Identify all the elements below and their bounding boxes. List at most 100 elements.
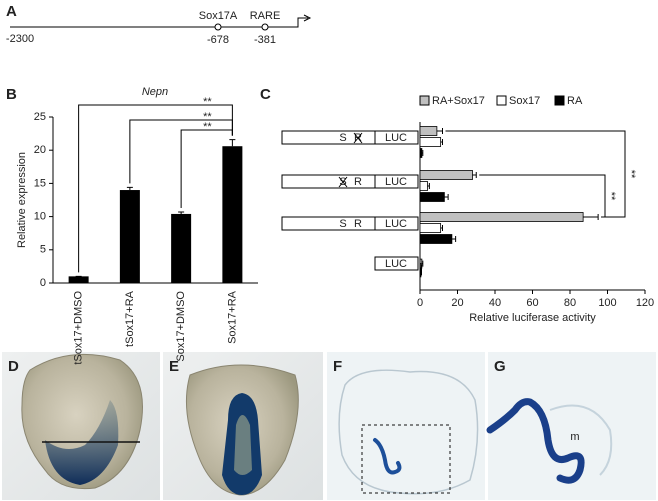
error-bar xyxy=(126,186,133,191)
bar xyxy=(68,276,89,283)
significance-label: ** xyxy=(203,111,212,123)
annotation: m xyxy=(570,431,579,443)
panel-label: F xyxy=(333,358,342,375)
site-label: RARE xyxy=(250,10,281,22)
luc-box xyxy=(374,216,419,231)
x-tick-label: 60 xyxy=(526,297,538,309)
panel-label: E xyxy=(169,358,179,375)
significance-label: ** xyxy=(625,170,637,179)
bar xyxy=(419,267,422,278)
panel-label: B xyxy=(6,86,17,103)
panel-label: D xyxy=(8,358,19,375)
error-bar xyxy=(440,139,443,145)
bar xyxy=(419,126,438,136)
staining-center xyxy=(234,415,252,475)
site xyxy=(214,23,222,31)
y-tick-label: 0 xyxy=(40,277,46,289)
chart-title: Nepn xyxy=(142,86,168,98)
significance-bracket xyxy=(445,130,626,218)
x-tick-label: tSox17+RA xyxy=(124,290,136,347)
construct-part: R xyxy=(354,218,362,230)
bar xyxy=(419,192,445,202)
x-tick-label: 120 xyxy=(636,297,654,309)
legend-label: Sox17 xyxy=(509,95,540,107)
panel-label: C xyxy=(260,86,271,103)
significance-label: ** xyxy=(203,96,212,108)
y-tick-label: 20 xyxy=(34,144,46,156)
promoter-line xyxy=(10,17,308,28)
bar xyxy=(222,146,243,283)
significance-bracket xyxy=(479,174,606,218)
error-bar xyxy=(444,194,449,200)
construct-part: LUC xyxy=(385,132,407,144)
y-tick-label: 15 xyxy=(34,177,46,189)
legend-label: RA xyxy=(567,95,583,107)
error-bar xyxy=(472,172,477,178)
luc-box xyxy=(374,174,419,189)
y-tick-label: 25 xyxy=(34,111,46,123)
construct-part: S xyxy=(339,218,346,230)
error-bar xyxy=(427,183,430,189)
x-tick-label: tSox17+DMSO xyxy=(73,291,85,365)
luc-box xyxy=(374,130,419,145)
error-bar xyxy=(440,225,443,231)
y-tick-label: 5 xyxy=(40,244,46,256)
error-bar xyxy=(420,269,422,276)
legend-swatch xyxy=(554,95,565,106)
bar xyxy=(419,170,473,180)
x-tick-label: 0 xyxy=(417,297,423,309)
legend-swatch xyxy=(496,95,507,106)
panel-label: A xyxy=(6,3,17,20)
error-bar xyxy=(178,211,185,214)
bar xyxy=(119,190,140,283)
x-tick-label: Sox17+RA xyxy=(226,290,238,344)
bar xyxy=(419,234,453,244)
luc-box xyxy=(374,256,419,271)
arrow-head xyxy=(303,14,312,22)
error-bar xyxy=(583,214,599,220)
significance-label: ** xyxy=(203,121,212,133)
bar xyxy=(419,223,442,233)
construct-part: LUC xyxy=(385,176,407,188)
legend-swatch xyxy=(419,95,430,106)
staining xyxy=(45,400,119,485)
construct-part: R xyxy=(354,176,362,188)
mutation-mark xyxy=(353,132,363,144)
x-tick-label: 40 xyxy=(489,297,501,309)
staining xyxy=(373,438,402,475)
staining xyxy=(486,398,585,484)
image-background xyxy=(327,352,485,500)
construct-part: LUC xyxy=(385,258,407,270)
error-bar xyxy=(229,139,236,147)
significance-label: ** xyxy=(605,192,617,201)
bar xyxy=(171,213,192,283)
panel-label: G xyxy=(494,358,506,375)
site xyxy=(261,23,269,31)
construct-part: S xyxy=(339,132,346,144)
x-axis-label: Relative luciferase activity xyxy=(469,312,596,324)
position-label: -678 xyxy=(207,34,229,46)
mutation-mark xyxy=(338,176,348,188)
bar xyxy=(419,137,442,147)
position-label: -2300 xyxy=(6,33,34,45)
x-tick-label: Sox17+DMSO xyxy=(175,291,187,362)
x-tick-label: 100 xyxy=(598,297,616,309)
x-tick-label: 80 xyxy=(564,297,576,309)
section-outline xyxy=(338,369,479,495)
bar xyxy=(419,148,423,158)
zoom-box xyxy=(361,424,451,494)
error-bar xyxy=(421,150,424,156)
y-tick-label: 10 xyxy=(34,211,46,223)
error-bar xyxy=(451,236,457,242)
y-axis-label: Relative expression xyxy=(16,152,28,248)
bar xyxy=(419,181,428,191)
bar xyxy=(419,212,584,222)
image-background xyxy=(488,352,656,500)
construct-part: LUC xyxy=(385,218,407,230)
legend-label: RA+Sox17 xyxy=(432,95,485,107)
error-bar xyxy=(436,128,443,134)
position-label: -381 xyxy=(254,34,276,46)
error-bar xyxy=(421,260,424,267)
significance-bracket xyxy=(129,119,233,184)
